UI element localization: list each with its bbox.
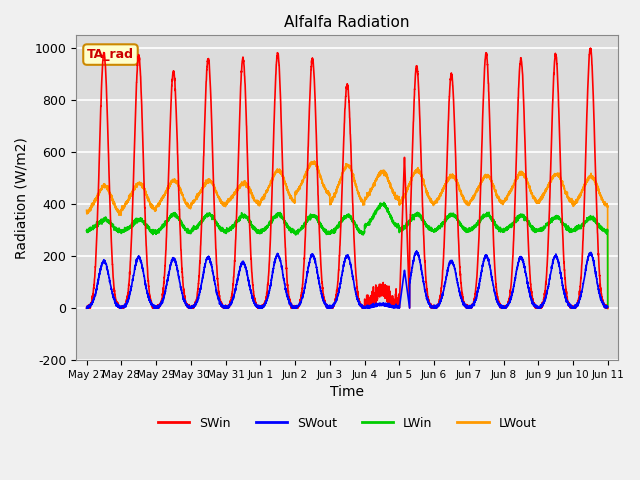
SWin — [328, 304, 335, 310]
SWout — [435, 300, 443, 306]
SWout — [413, 248, 420, 254]
SWout — [464, 304, 472, 310]
LWout — [328, 196, 335, 202]
SWin — [464, 305, 472, 311]
LWout — [604, 306, 612, 312]
LWin — [435, 225, 443, 231]
LWout — [604, 201, 611, 206]
LWin — [604, 228, 611, 234]
SWout — [493, 298, 501, 303]
SWin — [587, 45, 595, 51]
LWin — [493, 223, 501, 228]
Text: TA_rad: TA_rad — [87, 48, 134, 61]
Line: LWin: LWin — [86, 203, 608, 307]
LWout — [493, 195, 501, 201]
SWin — [83, 305, 90, 311]
Y-axis label: Radiation (W/m2): Radiation (W/m2) — [15, 137, 29, 259]
LWout — [83, 207, 90, 213]
LWout — [464, 201, 472, 206]
Line: LWout: LWout — [86, 161, 608, 309]
LWout — [310, 158, 318, 164]
SWout — [83, 305, 90, 311]
SWout — [328, 303, 335, 309]
SWin — [435, 300, 443, 306]
LWin — [604, 304, 612, 310]
Line: SWin: SWin — [86, 48, 608, 308]
Line: SWout: SWout — [86, 251, 608, 308]
SWin — [604, 305, 612, 311]
LWin — [177, 216, 184, 222]
SWout — [604, 304, 612, 310]
SWout — [177, 281, 184, 287]
Title: Alfalfa Radiation: Alfalfa Radiation — [284, 15, 410, 30]
LWin — [380, 200, 388, 205]
LWin — [464, 229, 472, 235]
Legend: SWin, SWout, LWin, LWout: SWin, SWout, LWin, LWout — [153, 412, 541, 435]
LWout — [435, 195, 443, 201]
SWin — [493, 293, 501, 299]
LWin — [83, 228, 90, 234]
SWin — [604, 304, 611, 310]
LWin — [328, 230, 335, 236]
X-axis label: Time: Time — [330, 385, 364, 399]
LWout — [177, 187, 184, 193]
SWout — [604, 304, 611, 310]
SWin — [177, 230, 184, 236]
